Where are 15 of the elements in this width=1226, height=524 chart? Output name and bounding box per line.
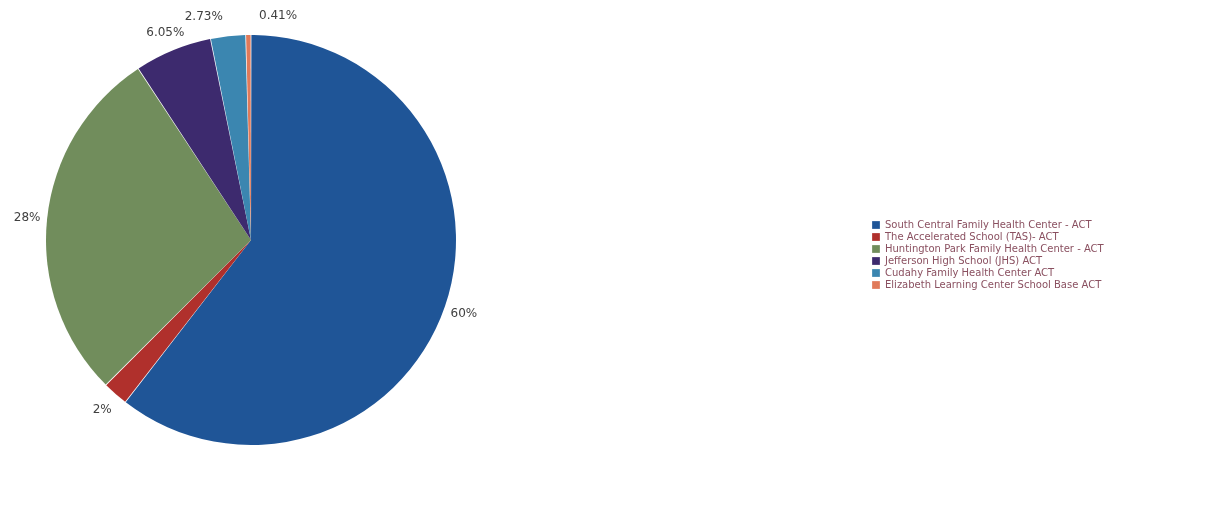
data-label: 2.73% <box>184 9 223 24</box>
pie-slice <box>210 35 251 240</box>
legend-label: Huntington Park Family Health Center - ACT <box>885 243 1105 254</box>
legend-label: The Accelerated School (TAS)- ACT <box>884 231 1060 242</box>
data-label: 2% <box>92 401 112 416</box>
data-label: 28% <box>13 210 41 225</box>
legend-label: South Central Family Health Center - ACT <box>885 219 1093 230</box>
legend-label: Cudahy Family Health Center ACT <box>885 267 1056 278</box>
pie-slice <box>46 68 251 385</box>
legend-label: Jefferson High School (JHS) ACT <box>884 255 1044 266</box>
pie-slice <box>138 39 251 240</box>
data-label: 6.05% <box>146 24 185 39</box>
legend-label: Elizabeth Learning Center School Base ACT <box>885 279 1103 290</box>
data-label: 0.41% <box>259 8 298 23</box>
data-label: 60% <box>450 305 478 320</box>
